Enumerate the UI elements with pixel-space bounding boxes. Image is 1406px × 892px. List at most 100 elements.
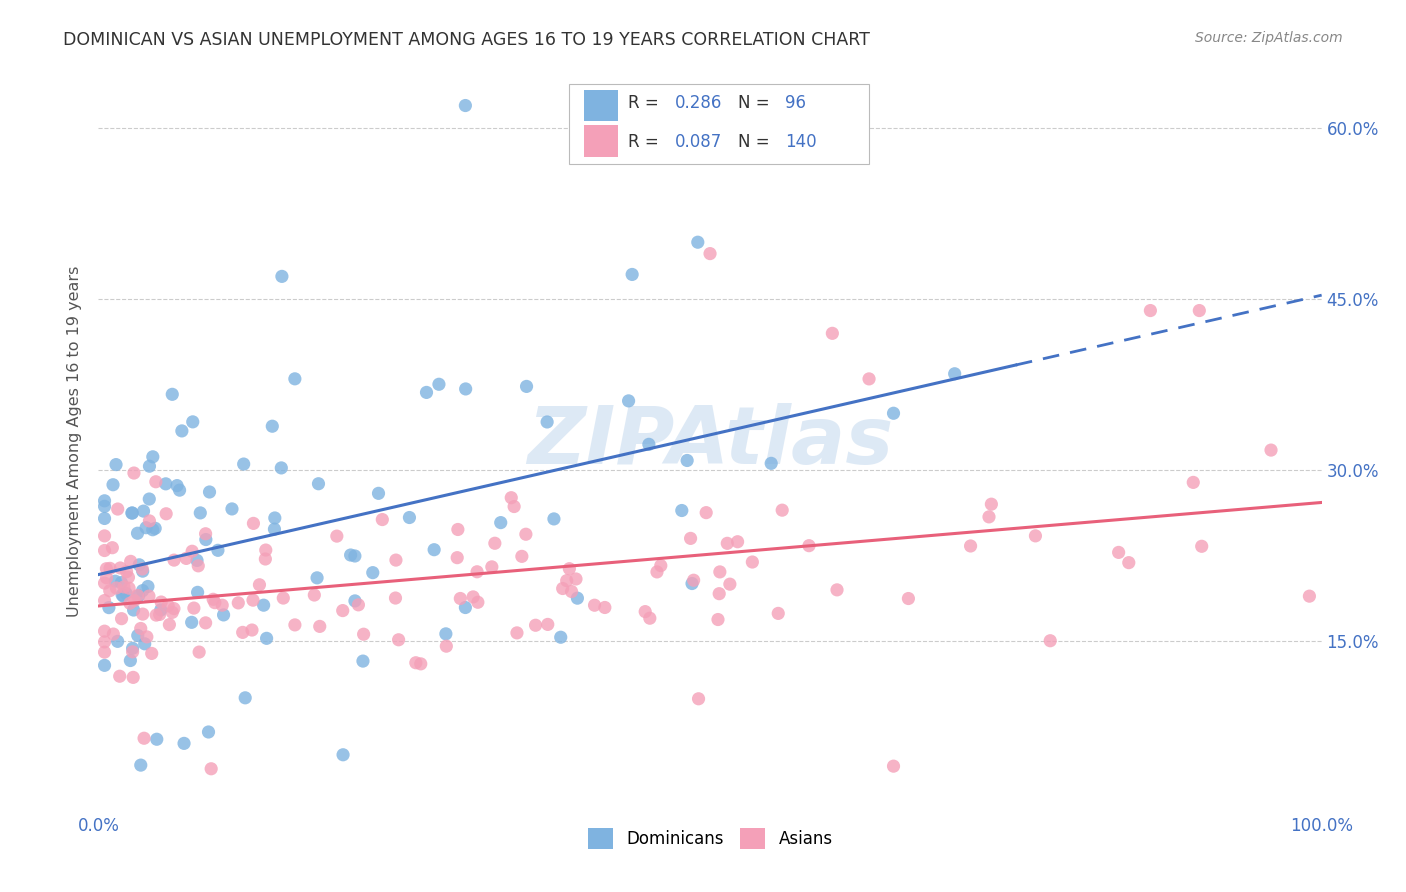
Bar bbox=[583, 90, 619, 121]
Point bbox=[686, 235, 709, 250]
Point bbox=[122, 603, 145, 617]
Point bbox=[727, 534, 749, 549]
Point bbox=[93, 576, 115, 591]
Point bbox=[120, 654, 142, 668]
Point bbox=[93, 500, 115, 514]
Point bbox=[551, 582, 574, 596]
Point bbox=[676, 453, 699, 467]
Text: R =: R = bbox=[628, 95, 664, 112]
Point bbox=[169, 483, 191, 497]
Text: Source: ZipAtlas.com: Source: ZipAtlas.com bbox=[1195, 31, 1343, 45]
Point bbox=[249, 578, 271, 592]
Point bbox=[367, 486, 389, 500]
Point bbox=[307, 571, 329, 585]
Point bbox=[284, 618, 307, 632]
Point bbox=[111, 588, 134, 602]
Text: 140: 140 bbox=[785, 133, 817, 151]
Point bbox=[98, 561, 121, 575]
Point bbox=[741, 555, 763, 569]
Text: N =: N = bbox=[738, 133, 775, 151]
Point bbox=[254, 552, 277, 566]
Point bbox=[343, 549, 366, 563]
Point bbox=[371, 512, 394, 526]
Point bbox=[138, 589, 160, 603]
Legend: Dominicans, Asians: Dominicans, Asians bbox=[581, 822, 839, 855]
Point bbox=[127, 628, 149, 642]
Point bbox=[434, 639, 457, 653]
Point bbox=[115, 586, 138, 600]
Point bbox=[347, 598, 370, 612]
Point bbox=[503, 500, 526, 514]
Point bbox=[682, 573, 704, 587]
Point bbox=[149, 603, 172, 617]
Point bbox=[104, 574, 127, 589]
Point bbox=[446, 550, 468, 565]
Point bbox=[825, 582, 848, 597]
Point bbox=[122, 466, 145, 480]
Point bbox=[339, 548, 361, 562]
Point bbox=[121, 641, 143, 656]
Point bbox=[242, 593, 264, 607]
Point bbox=[232, 457, 254, 471]
Point bbox=[716, 536, 738, 550]
Point bbox=[506, 626, 529, 640]
Point bbox=[398, 510, 420, 524]
Point bbox=[173, 736, 195, 750]
Point bbox=[103, 627, 125, 641]
Point bbox=[142, 523, 165, 537]
Point bbox=[270, 269, 294, 284]
Point bbox=[465, 565, 488, 579]
Point bbox=[883, 406, 905, 420]
Point bbox=[181, 415, 204, 429]
Point bbox=[135, 521, 157, 535]
Point bbox=[253, 598, 276, 612]
Point bbox=[188, 645, 211, 659]
Point bbox=[128, 589, 150, 603]
Point bbox=[138, 514, 160, 528]
Point bbox=[212, 607, 235, 622]
Point bbox=[409, 657, 432, 671]
Point bbox=[1118, 556, 1140, 570]
Point bbox=[138, 459, 160, 474]
Text: DOMINICAN VS ASIAN UNEMPLOYMENT AMONG AGES 16 TO 19 YEARS CORRELATION CHART: DOMINICAN VS ASIAN UNEMPLOYMENT AMONG AG… bbox=[63, 31, 870, 49]
Point bbox=[768, 607, 790, 621]
Point bbox=[132, 731, 155, 746]
Point bbox=[187, 558, 209, 573]
Point bbox=[699, 246, 721, 260]
FancyBboxPatch shape bbox=[569, 84, 869, 164]
Point bbox=[93, 645, 115, 659]
Point bbox=[454, 98, 477, 112]
Point bbox=[883, 759, 905, 773]
Point bbox=[221, 502, 243, 516]
Point bbox=[707, 613, 730, 627]
Point bbox=[157, 599, 180, 613]
Point bbox=[583, 599, 606, 613]
Point bbox=[122, 593, 145, 607]
Point bbox=[132, 607, 155, 621]
Point bbox=[127, 589, 149, 603]
Point bbox=[638, 611, 661, 625]
Point bbox=[200, 762, 222, 776]
Point bbox=[194, 533, 217, 547]
Point bbox=[326, 529, 349, 543]
Point bbox=[157, 617, 180, 632]
Point bbox=[415, 385, 437, 400]
Point bbox=[204, 596, 226, 610]
Point bbox=[142, 450, 165, 464]
Point bbox=[202, 592, 225, 607]
Point bbox=[980, 497, 1002, 511]
Point bbox=[93, 593, 115, 607]
Point bbox=[183, 601, 205, 615]
Point bbox=[155, 476, 177, 491]
Point bbox=[1139, 303, 1161, 318]
Point bbox=[959, 539, 981, 553]
Point bbox=[135, 630, 157, 644]
Point bbox=[262, 419, 284, 434]
Point bbox=[617, 393, 640, 408]
Point bbox=[515, 527, 537, 541]
Point bbox=[897, 591, 920, 606]
Point bbox=[388, 632, 411, 647]
Point bbox=[93, 624, 115, 639]
Point bbox=[761, 456, 783, 470]
Point bbox=[550, 630, 572, 644]
